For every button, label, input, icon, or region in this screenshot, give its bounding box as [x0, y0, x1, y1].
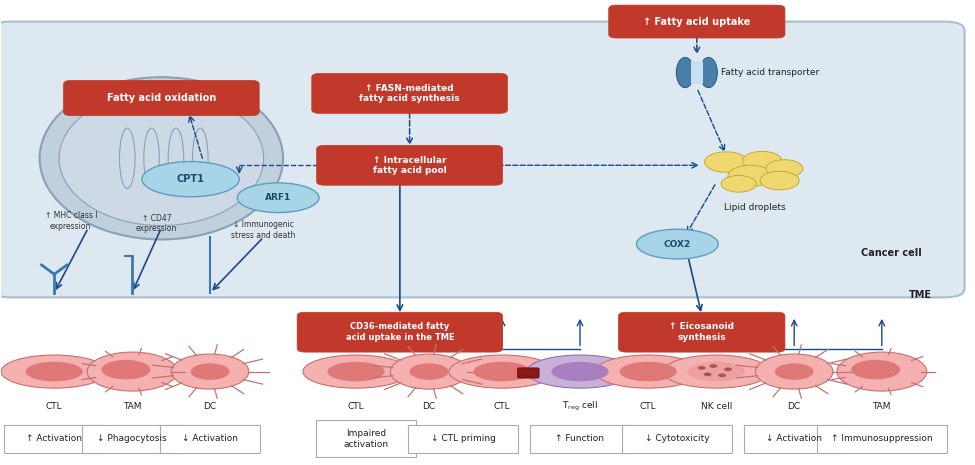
FancyBboxPatch shape: [817, 425, 947, 453]
Text: ↑ Intracellular
fatty acid pool: ↑ Intracellular fatty acid pool: [372, 156, 447, 175]
Ellipse shape: [619, 362, 677, 381]
Text: CTL: CTL: [46, 402, 62, 411]
Ellipse shape: [851, 360, 900, 379]
Ellipse shape: [190, 363, 229, 380]
Text: ↓ CTL priming: ↓ CTL priming: [431, 434, 495, 443]
FancyBboxPatch shape: [317, 146, 502, 185]
Ellipse shape: [25, 362, 83, 381]
Ellipse shape: [595, 355, 701, 388]
Text: TAM: TAM: [123, 402, 141, 411]
Ellipse shape: [101, 360, 150, 379]
Circle shape: [710, 364, 718, 368]
Text: ↑ Immunosuppression: ↑ Immunosuppression: [831, 434, 933, 443]
Text: TME: TME: [910, 290, 932, 300]
Ellipse shape: [700, 58, 718, 87]
Circle shape: [760, 171, 799, 190]
Text: TAM: TAM: [873, 402, 891, 411]
FancyBboxPatch shape: [608, 5, 785, 38]
Text: CTL: CTL: [640, 402, 656, 411]
Text: Cancer cell: Cancer cell: [861, 248, 922, 259]
FancyBboxPatch shape: [691, 61, 703, 84]
Ellipse shape: [328, 362, 385, 381]
Text: CD36-mediated fatty
acid uptake in the TME: CD36-mediated fatty acid uptake in the T…: [345, 322, 454, 342]
Text: ↑ CD47
expression: ↑ CD47 expression: [136, 213, 177, 233]
Circle shape: [728, 165, 773, 186]
Ellipse shape: [677, 58, 694, 87]
FancyBboxPatch shape: [160, 425, 260, 453]
Text: NK cell: NK cell: [701, 402, 732, 411]
Ellipse shape: [474, 362, 530, 381]
FancyBboxPatch shape: [518, 368, 539, 378]
Text: ↑ FASN-mediated
fatty acid synthesis: ↑ FASN-mediated fatty acid synthesis: [360, 84, 460, 103]
Text: COX2: COX2: [664, 239, 691, 249]
Text: Fatty acid oxidation: Fatty acid oxidation: [106, 93, 216, 103]
Ellipse shape: [303, 355, 410, 388]
Text: ↑ Fatty acid uptake: ↑ Fatty acid uptake: [644, 17, 751, 27]
Ellipse shape: [1, 355, 107, 388]
FancyBboxPatch shape: [622, 425, 732, 453]
Ellipse shape: [40, 77, 283, 239]
FancyBboxPatch shape: [316, 420, 416, 458]
Ellipse shape: [775, 363, 813, 380]
Ellipse shape: [663, 355, 769, 388]
Text: ↓ Immunogenic
stress and death: ↓ Immunogenic stress and death: [231, 220, 295, 240]
Ellipse shape: [410, 363, 449, 380]
Text: DC: DC: [422, 402, 436, 411]
Text: ARF1: ARF1: [265, 193, 292, 202]
Ellipse shape: [142, 161, 239, 197]
FancyBboxPatch shape: [529, 425, 630, 453]
Ellipse shape: [448, 355, 556, 388]
Text: $\mathrm{T_{reg}}$ cell: $\mathrm{T_{reg}}$ cell: [562, 400, 598, 413]
Text: ↑ Activation: ↑ Activation: [26, 434, 82, 443]
Ellipse shape: [756, 354, 833, 389]
Ellipse shape: [237, 183, 319, 213]
FancyBboxPatch shape: [4, 425, 104, 453]
Text: DC: DC: [788, 402, 800, 411]
Ellipse shape: [837, 352, 927, 391]
Ellipse shape: [59, 91, 263, 226]
Text: ↓ Phagocytosis: ↓ Phagocytosis: [98, 434, 167, 443]
Text: DC: DC: [204, 402, 216, 411]
Circle shape: [722, 175, 757, 192]
Circle shape: [766, 159, 803, 177]
FancyBboxPatch shape: [0, 21, 964, 298]
Ellipse shape: [172, 354, 249, 389]
Text: CTL: CTL: [493, 402, 511, 411]
Text: ↓ Activation: ↓ Activation: [182, 434, 238, 443]
Circle shape: [704, 372, 712, 376]
Text: ↑ Function: ↑ Function: [556, 434, 604, 443]
Text: ↓ Activation: ↓ Activation: [766, 434, 822, 443]
FancyBboxPatch shape: [63, 80, 259, 116]
FancyBboxPatch shape: [312, 73, 507, 113]
Ellipse shape: [687, 362, 745, 381]
Text: CTL: CTL: [348, 402, 365, 411]
Circle shape: [724, 367, 732, 371]
Circle shape: [705, 152, 748, 172]
Circle shape: [698, 366, 706, 370]
Text: ↑ MHC class I
expression: ↑ MHC class I expression: [45, 211, 98, 231]
Circle shape: [719, 373, 726, 377]
Text: Fatty acid transporter: Fatty acid transporter: [722, 68, 819, 77]
Text: ↓ Cytotoxicity: ↓ Cytotoxicity: [645, 434, 710, 443]
Ellipse shape: [637, 229, 719, 259]
FancyBboxPatch shape: [82, 425, 182, 453]
Text: ↑ Eicosanoid
synthesis: ↑ Eicosanoid synthesis: [669, 322, 734, 342]
Ellipse shape: [552, 362, 608, 381]
FancyBboxPatch shape: [744, 425, 844, 453]
Text: Impaired
activation: Impaired activation: [343, 429, 388, 449]
FancyBboxPatch shape: [297, 312, 502, 352]
Text: Lipid droplets: Lipid droplets: [724, 202, 786, 212]
Text: CPT1: CPT1: [176, 174, 205, 184]
Ellipse shape: [87, 352, 177, 391]
Circle shape: [743, 152, 782, 170]
FancyBboxPatch shape: [409, 425, 518, 453]
Ellipse shape: [526, 355, 633, 388]
FancyBboxPatch shape: [618, 312, 785, 352]
Ellipse shape: [390, 354, 468, 389]
